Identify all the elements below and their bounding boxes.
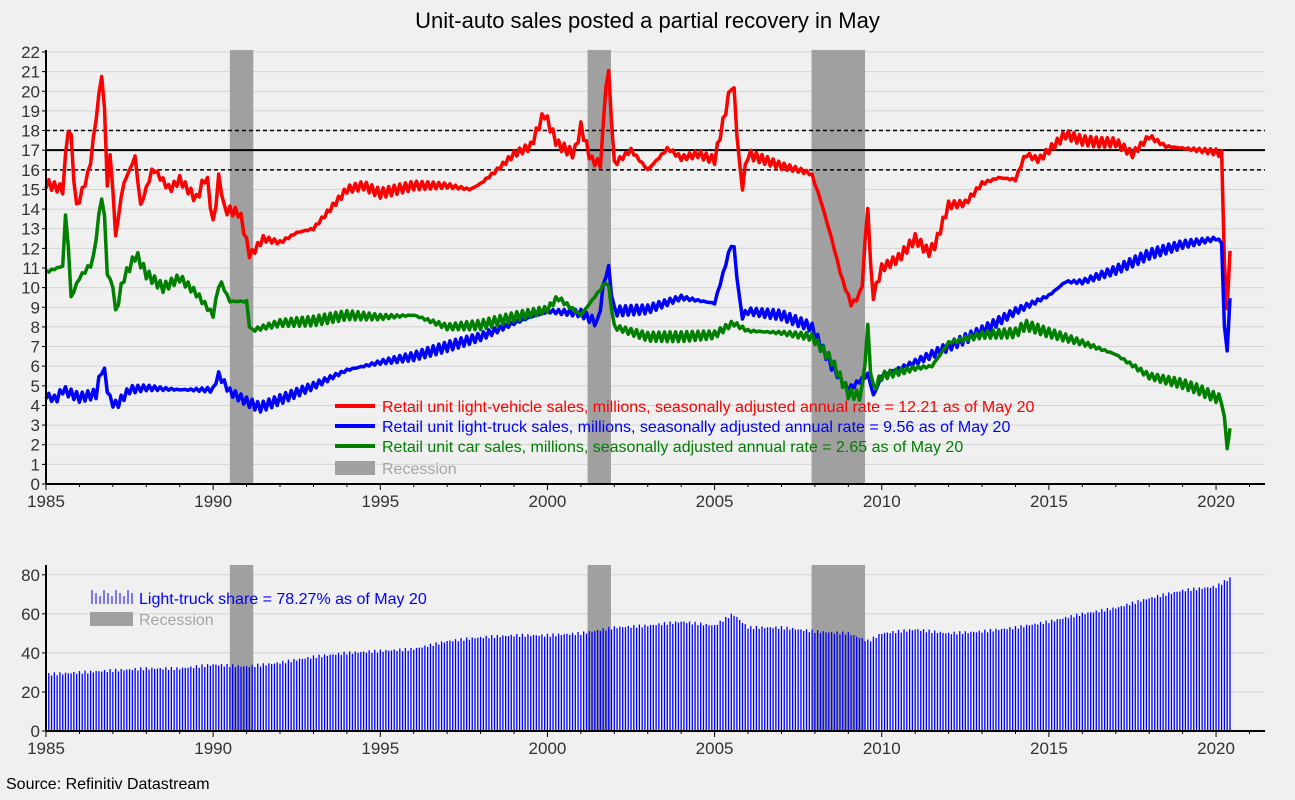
- y-tick-label: 21: [21, 63, 40, 82]
- legend-swatch-recession: [335, 461, 375, 475]
- x-tick-label: 2015: [1030, 739, 1068, 758]
- y-tick-label: 1: [31, 455, 40, 474]
- y-tick-label: 4: [31, 396, 40, 415]
- y-tick-label: 9: [31, 298, 40, 317]
- y-tick-label: 12: [21, 239, 40, 258]
- y-tick-label: 3: [31, 416, 40, 435]
- x-tick-label: 1985: [27, 739, 65, 758]
- x-tick-label: 1995: [361, 739, 399, 758]
- car-sales-line: [45, 197, 1232, 451]
- y-tick-label: 80: [21, 566, 40, 585]
- x-tick-label: 1985: [27, 492, 65, 511]
- y-tick-label: 40: [21, 644, 40, 663]
- legend-sales: Retail unit light-vehicle sales, million…: [335, 399, 1034, 478]
- x-tick-label: 2010: [863, 492, 901, 511]
- x-tick-label: 2020: [1197, 492, 1235, 511]
- y-tick-label: 16: [21, 161, 40, 180]
- y-tick-label: 10: [21, 279, 40, 298]
- y-tick-label: 22: [21, 43, 40, 62]
- x-tick-label: 2015: [1030, 492, 1068, 511]
- y-tick-label: 19: [21, 102, 40, 121]
- legend-share: Light-truck share = 78.27% as of May 20 R…: [90, 590, 427, 629]
- legend-label-recession: Recession: [382, 461, 457, 478]
- light-vehicle-sales-line: [44, 68, 1232, 311]
- y-tick-label: 14: [21, 200, 40, 219]
- x-tick-label: 2020: [1197, 739, 1235, 758]
- y-tick-label: 18: [21, 122, 40, 141]
- y-tick-label: 5: [31, 377, 40, 396]
- panel-share: 0 20 40 60 80 Light-truck share = 78.27% as o…: [21, 565, 1265, 758]
- light-truck-sales-line: [44, 235, 1232, 414]
- legend-label-recession: Recession: [139, 612, 214, 629]
- y-tick-label: 7: [31, 338, 40, 357]
- x-tick-label: 1990: [194, 739, 232, 758]
- x-tick-label: 2000: [529, 739, 567, 758]
- x-tick-label: 2005: [696, 739, 734, 758]
- source-note: Source: Refinitiv Datastream: [6, 776, 210, 793]
- y-tick-label: 8: [31, 318, 40, 337]
- recession-band: [229, 50, 254, 484]
- legend-label: Retail unit car sales, millions, seasona…: [382, 439, 963, 456]
- y-tick-label: 20: [21, 82, 40, 101]
- x-tick-label: 1995: [361, 492, 399, 511]
- x-tick-label: 1990: [194, 492, 232, 511]
- x-tick-label: 2005: [696, 492, 734, 511]
- x-tick-label: 2010: [863, 739, 901, 758]
- y-tick-label: 6: [31, 357, 40, 376]
- recession-band: [587, 565, 611, 731]
- y-tick-label: 60: [21, 605, 40, 624]
- y-tick-label: 0: [31, 722, 40, 741]
- legend-label: Retail unit light-truck sales, millions,…: [382, 419, 1010, 436]
- y-tick-label: 17: [21, 141, 40, 160]
- legend-label: Retail unit light-vehicle sales, million…: [382, 399, 1034, 416]
- chart-title: Unit-auto sales posted a partial recover…: [415, 8, 880, 33]
- y-tick-label: 15: [21, 180, 40, 199]
- legend-swatch-recession: [90, 612, 133, 626]
- y-tick-label: 20: [21, 683, 40, 702]
- x-tick-label: 2000: [529, 492, 567, 511]
- y-tick-label: 0: [31, 475, 40, 494]
- y-tick-label: 11: [22, 259, 40, 278]
- panel-sales: 012345678910111213141516171819202122Reta…: [21, 43, 1265, 511]
- legend-label: Light-truck share = 78.27% as of May 20: [139, 591, 427, 608]
- y-tick-label: 2: [31, 436, 40, 455]
- y-tick-label: 13: [21, 220, 40, 239]
